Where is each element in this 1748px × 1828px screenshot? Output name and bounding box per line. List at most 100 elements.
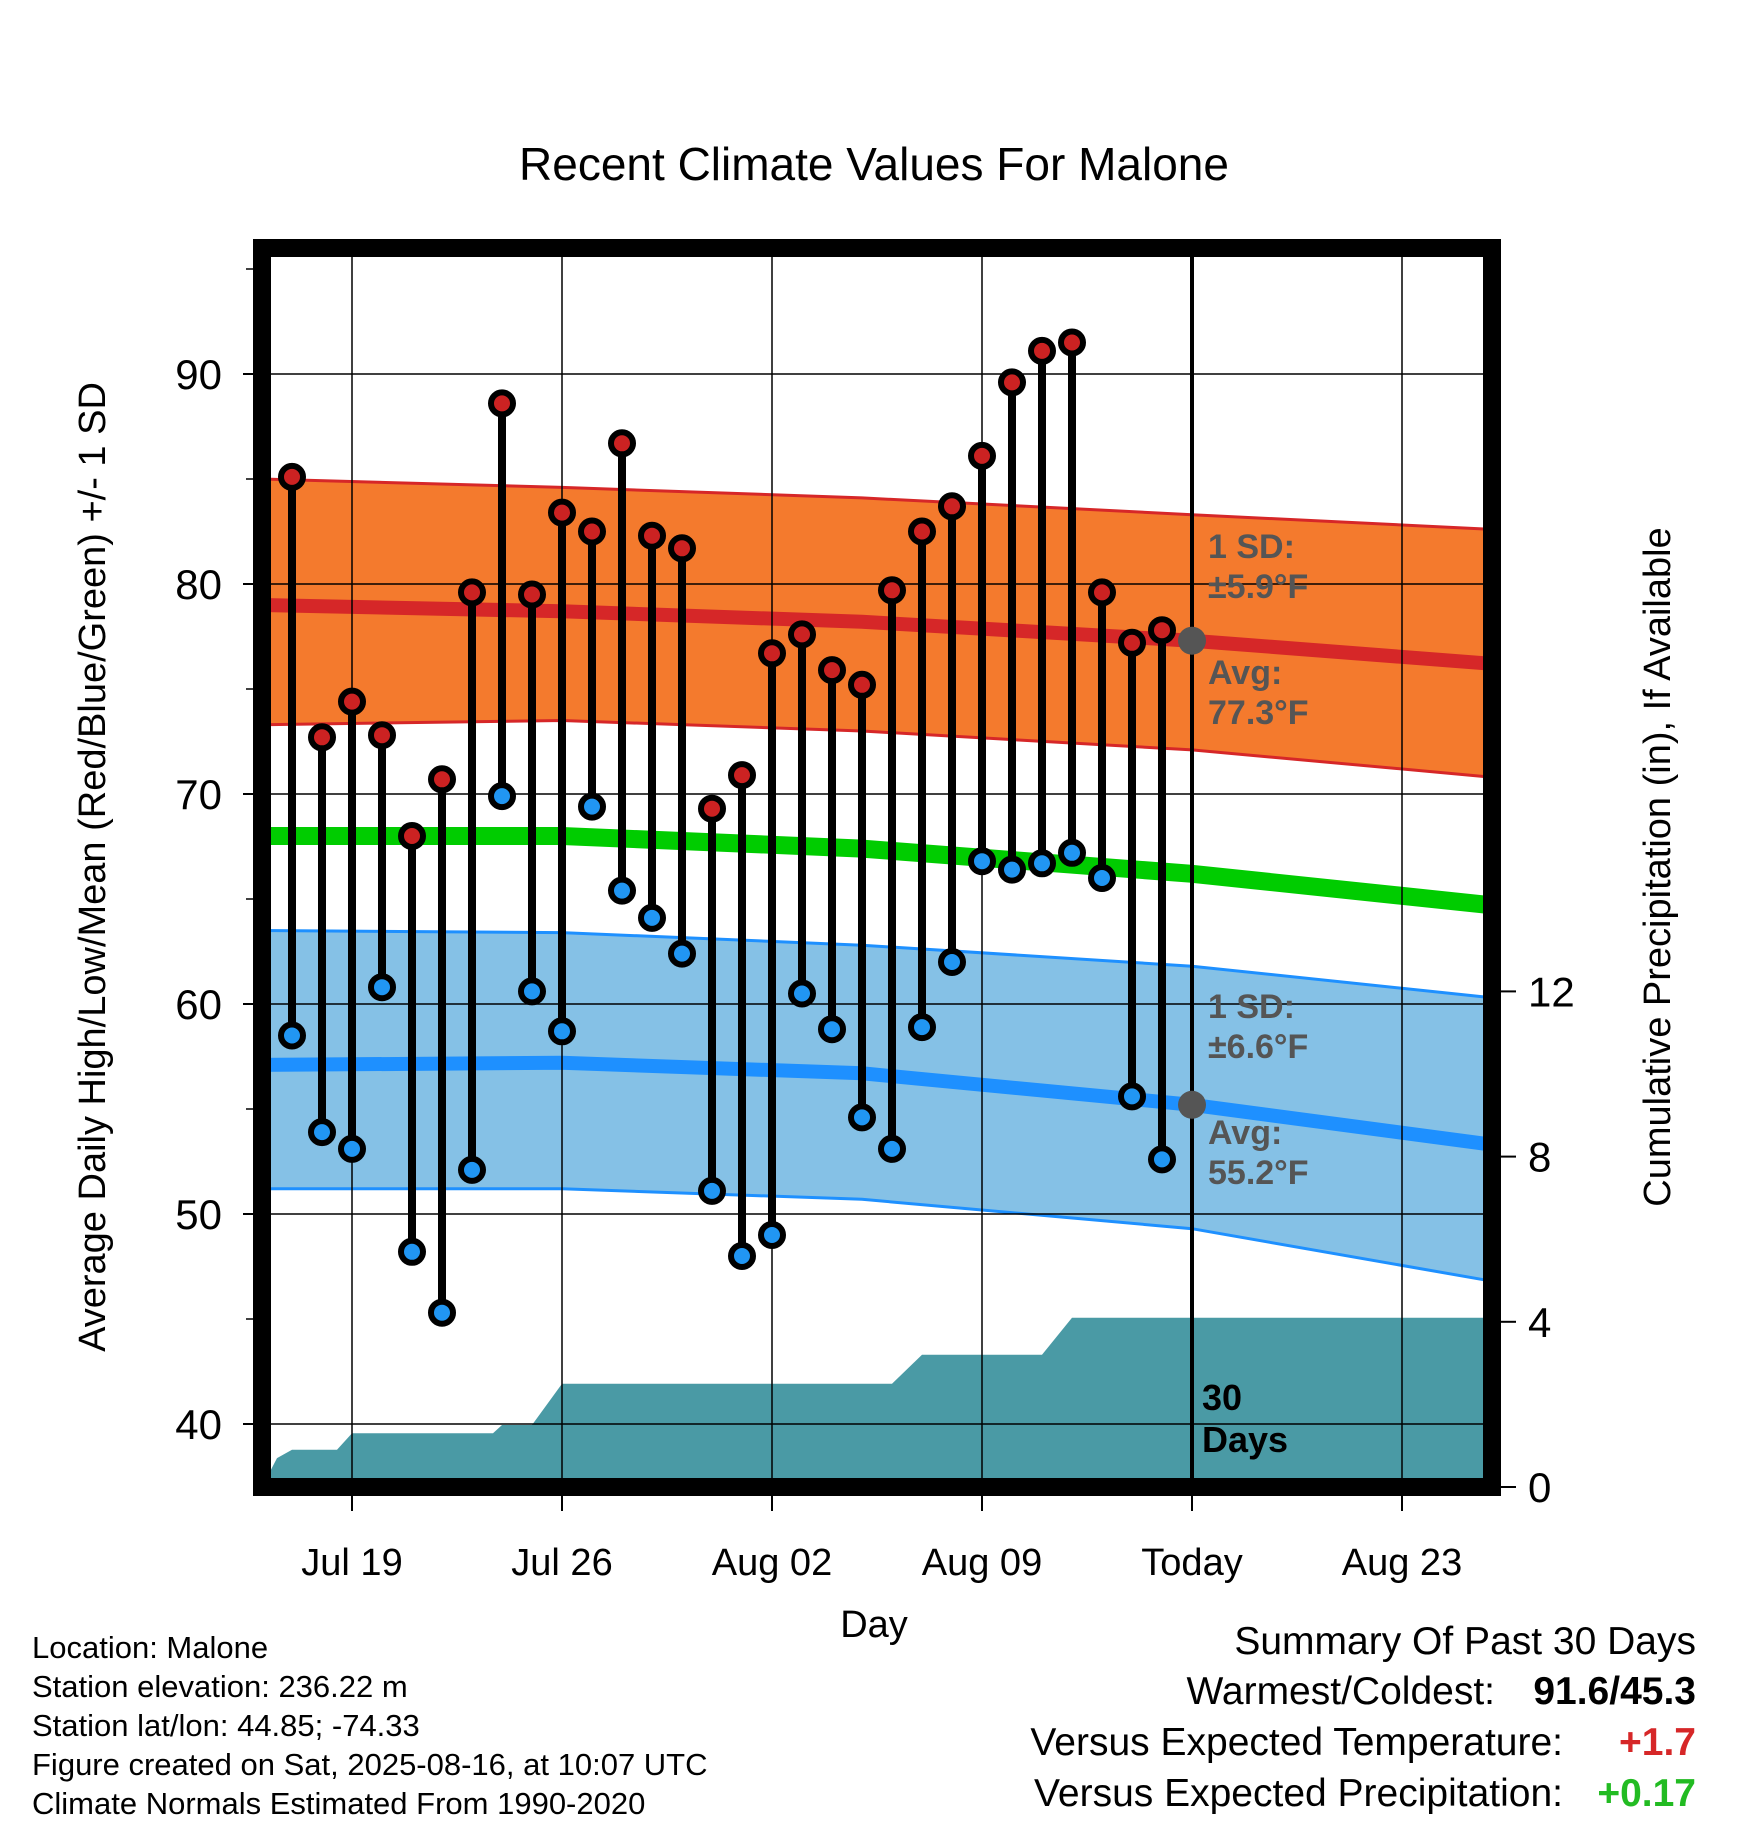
daily-low-point (398, 1237, 426, 1266)
daily-high-point (1148, 616, 1176, 645)
daily-high-point (668, 534, 696, 563)
daily-high-point (338, 687, 366, 716)
sd-high-value: ±5.9°F (1208, 568, 1308, 606)
daily-high-point (308, 723, 336, 752)
daily-low-point (758, 1221, 786, 1249)
summary-warmest-value: 91.6/45.3 (1533, 1670, 1696, 1713)
footer-created: Figure created on Sat, 2025-08-16, at 10… (32, 1747, 708, 1782)
summary-title: Summary Of Past 30 Days (1234, 1620, 1696, 1663)
daily-high-point (578, 517, 606, 546)
x-tick-label: Jul 19 (301, 1542, 402, 1584)
y2-tick-label: 4 (1528, 1299, 1551, 1346)
y2-tick-label: 12 (1528, 968, 1575, 1015)
daily-high-point (278, 462, 306, 491)
avg-high-label: Avg: (1208, 654, 1282, 692)
daily-high-point (368, 721, 396, 750)
low-annotation: 1 SD: ±6.6°F Avg: 55.2°F (1208, 988, 1309, 1192)
daily-high-point (758, 639, 786, 668)
daily-high-point (428, 765, 456, 794)
daily-high-point (938, 492, 966, 521)
y-tick-label: 70 (175, 771, 222, 818)
daily-high-point (608, 429, 636, 458)
precip-area (262, 1317, 1492, 1487)
daily-low-point (638, 903, 666, 932)
daily-low-point (518, 977, 546, 1006)
daily-low-point (428, 1298, 456, 1327)
daily-low-point (368, 973, 396, 1002)
daily-low-point (578, 792, 606, 821)
summary-precip-value: +0.17 (1597, 1772, 1696, 1815)
y-tick-label: 50 (175, 1191, 222, 1238)
daily-marks (278, 328, 1206, 1327)
daily-low-point (998, 855, 1026, 884)
normal-bands (261, 477, 1493, 1283)
sd-low-value: ±6.6°F (1208, 1028, 1308, 1066)
x-tick-label: Today (1141, 1542, 1242, 1584)
summary-panel: Summary Of Past 30 Days Warmest/Coldest:… (1030, 1620, 1696, 1815)
footer-location: Location: Malone (32, 1630, 268, 1665)
daily-high-point (1058, 328, 1086, 357)
avg-low-label: Avg: (1208, 1114, 1282, 1152)
daily-low-point (488, 782, 516, 811)
footer-normals: Climate Normals Estimated From 1990-2020 (32, 1786, 645, 1821)
daily-low-point (698, 1176, 726, 1205)
summary-temp-value: +1.7 (1619, 1721, 1696, 1764)
daily-low-point (308, 1118, 336, 1147)
daily-high-point (548, 498, 576, 527)
low-sd-lower-line (262, 1187, 1493, 1283)
daily-low-point (458, 1155, 486, 1184)
summary-precip-label: Versus Expected Precipitation: (1034, 1772, 1563, 1815)
y-axis-label: Average Daily High/Low/Mean (Red/Blue/Gr… (72, 382, 114, 1352)
today-normal-high-point (1178, 626, 1206, 655)
daily-low-point (788, 979, 816, 1008)
daily-low-point (1118, 1082, 1146, 1111)
daily-low-point (968, 847, 996, 876)
x-tick-label: Jul 26 (511, 1542, 612, 1584)
daily-low-point (908, 1013, 936, 1042)
daily-low-point (818, 1015, 846, 1044)
daily-low-point (548, 1017, 576, 1046)
daily-low-point (878, 1134, 906, 1163)
daily-low-point (728, 1242, 756, 1270)
x-tick-label: Aug 02 (712, 1542, 832, 1584)
daily-high-point (398, 822, 426, 850)
daily-high-point (458, 578, 486, 607)
precip-area-fill (262, 1317, 1492, 1487)
daily-high-point (1028, 336, 1056, 365)
normal-mean-line (262, 827, 1493, 915)
high-sd-upper-line (261, 477, 1493, 531)
summary-temp-label: Versus Expected Temperature: (1030, 1721, 1563, 1764)
daily-high-point (518, 580, 546, 609)
avg-low-value: 55.2°F (1208, 1154, 1309, 1192)
daily-low-point (848, 1103, 876, 1132)
y-tick-label: 60 (175, 981, 222, 1028)
days-annotation: 30 Days (1202, 1377, 1288, 1460)
daily-high-point (728, 761, 756, 790)
daily-high-point (968, 441, 996, 470)
daily-high-point (638, 521, 666, 550)
daily-low-point (1028, 849, 1056, 878)
plot-frame (253, 239, 1501, 1496)
y2-axis-label: Cumulative Precipitation (in), If Availa… (1637, 527, 1679, 1206)
daily-low-point (278, 1021, 306, 1050)
station-info: Location: Malone Station elevation: 236.… (32, 1630, 708, 1821)
y-tick-label: 90 (175, 351, 222, 398)
days-count: 30 (1202, 1377, 1242, 1418)
daily-high-point (998, 368, 1026, 397)
x-tick-label: Aug 23 (1342, 1542, 1462, 1584)
high-annotation: 1 SD: ±5.9°F Avg: 77.3°F (1208, 528, 1309, 732)
y2-tick-label: 0 (1528, 1464, 1551, 1511)
daily-low-point (1088, 864, 1116, 892)
sd-low-label: 1 SD: (1208, 988, 1295, 1026)
daily-high-point (1088, 578, 1116, 607)
daily-low-point (608, 876, 636, 905)
y2-tick-label: 8 (1528, 1134, 1551, 1181)
daily-high-point (1118, 628, 1146, 657)
daily-high-point (788, 620, 816, 649)
daily-high-point (488, 389, 516, 418)
daily-low-point (668, 939, 696, 968)
x-tick-label: Aug 09 (922, 1542, 1042, 1584)
x-axis-label: Day (840, 1604, 908, 1646)
daily-high-point (908, 517, 936, 546)
avg-high-value: 77.3°F (1208, 694, 1309, 732)
